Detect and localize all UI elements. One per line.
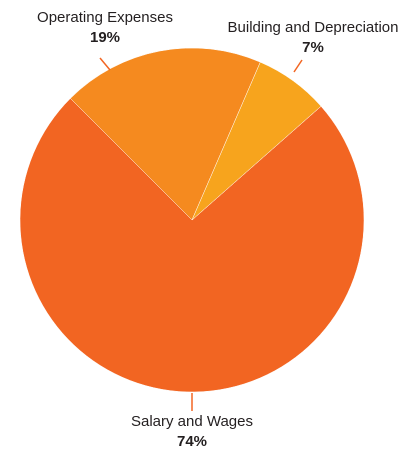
slice-value-label: 74% — [177, 433, 207, 450]
slice-value-label: 7% — [302, 39, 324, 56]
pie-slice — [191, 61, 322, 221]
pie-slice — [19, 98, 365, 393]
slice-label: Salary and Wages — [131, 413, 253, 430]
slice-label: Building and Depreciation — [228, 19, 399, 36]
slice-value-label: 19% — [90, 29, 120, 46]
pie-slice — [70, 47, 261, 221]
slice-label: Operating Expenses — [37, 9, 173, 26]
leader-line — [293, 59, 303, 73]
leader-line — [99, 57, 111, 71]
